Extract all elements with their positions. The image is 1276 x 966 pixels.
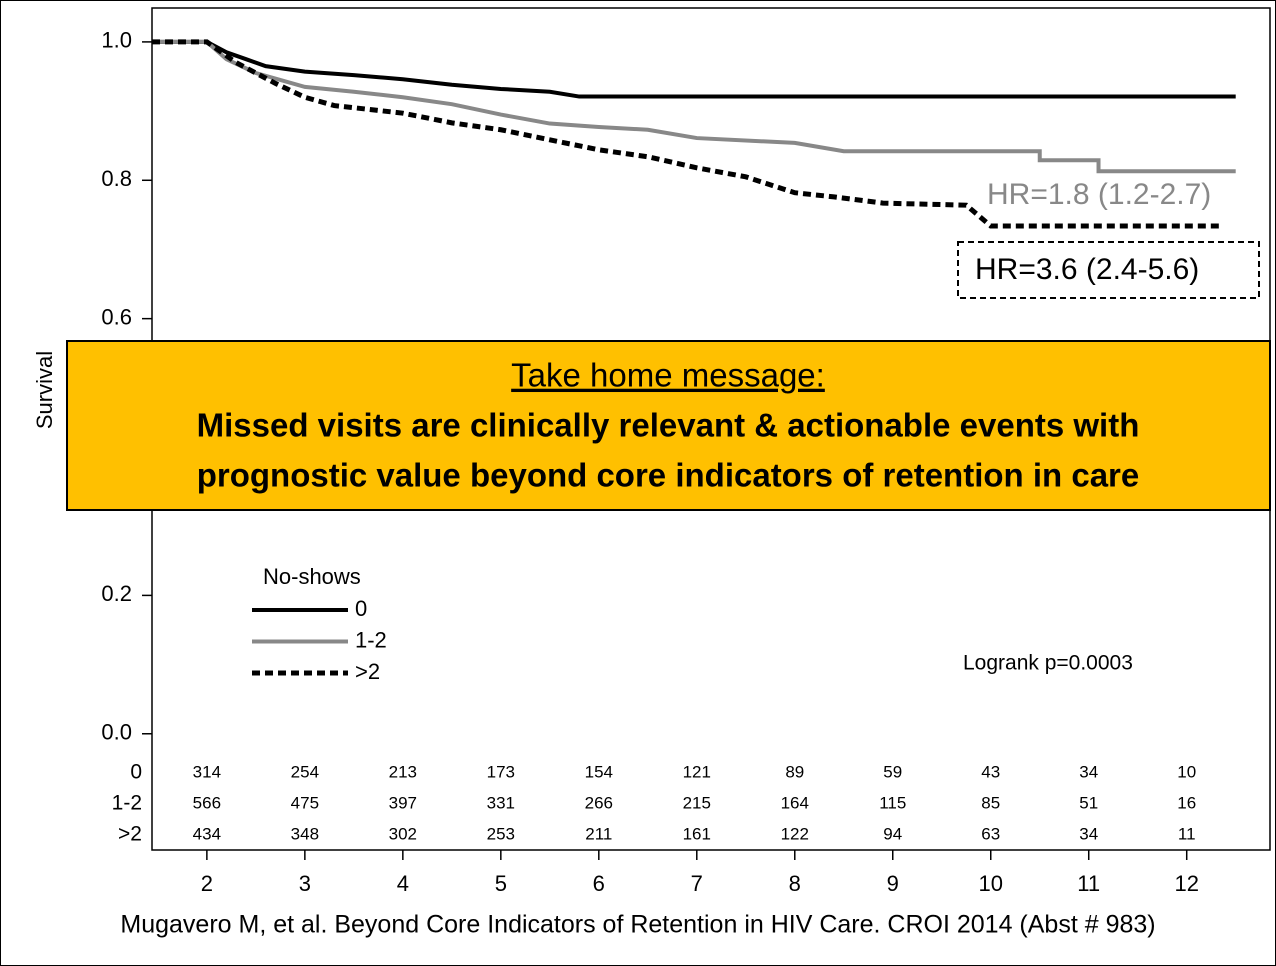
- x-tick-label: 4: [397, 871, 409, 896]
- risk-count: 211: [585, 824, 612, 843]
- logrank-text: Logrank p=0.0003: [963, 652, 1133, 675]
- risk-count: 121: [683, 762, 711, 781]
- x-tick-label: 5: [495, 871, 507, 896]
- risk-count: 566: [193, 793, 221, 812]
- legend-label: 1-2: [355, 627, 387, 652]
- hr-annotation: HR=1.8 (1.2-2.7): [987, 178, 1211, 211]
- risk-count: 11: [1178, 824, 1196, 843]
- risk-count: 34: [1079, 762, 1098, 781]
- risk-count: 154: [585, 762, 613, 781]
- risk-count: 266: [585, 793, 613, 812]
- source-citation: Mugavero M, et al. Beyond Core Indicator…: [120, 911, 1155, 939]
- risk-count: 16: [1177, 793, 1196, 812]
- risk-count: 115: [879, 793, 906, 812]
- risk-count: 89: [785, 762, 804, 781]
- risk-count: 51: [1079, 793, 1098, 812]
- risk-count: 475: [291, 793, 319, 812]
- risk-count: 59: [883, 762, 902, 781]
- message-title: Take home message:: [511, 357, 825, 394]
- y-tick-label: 0.2: [101, 581, 132, 606]
- hr-annotation: HR=3.6 (2.4-5.6): [975, 253, 1199, 286]
- risk-count: 215: [683, 793, 711, 812]
- y-axis-label: Survival: [32, 351, 57, 429]
- y-tick-label: 1.0: [101, 28, 132, 53]
- y-tick-label: 0.8: [101, 166, 132, 191]
- risk-row-label: >2: [118, 823, 142, 846]
- message-line: prognostic value beyond core indicators …: [197, 457, 1140, 494]
- message-box: [66, 340, 1271, 511]
- x-tick-label: 2: [201, 871, 213, 896]
- risk-count: 63: [981, 824, 1000, 843]
- risk-count: 122: [781, 824, 809, 843]
- risk-count: 43: [981, 762, 1000, 781]
- annotation-box: [957, 241, 1260, 299]
- x-tick-label: 10: [979, 871, 1003, 896]
- risk-row-label: 0: [130, 761, 142, 784]
- risk-count: 164: [781, 793, 809, 812]
- risk-count: 34: [1079, 824, 1098, 843]
- risk-count: 85: [981, 793, 1000, 812]
- risk-count: 253: [487, 824, 515, 843]
- y-tick-label: 0.0: [101, 720, 132, 745]
- risk-count: 397: [389, 793, 417, 812]
- x-tick-label: 7: [691, 871, 703, 896]
- risk-count: 254: [291, 762, 319, 781]
- x-tick-label: 11: [1077, 871, 1100, 896]
- risk-count: 161: [683, 824, 711, 843]
- risk-row-label: 1-2: [112, 792, 142, 815]
- x-tick-label: 6: [593, 871, 605, 896]
- x-tick-label: 8: [789, 871, 801, 896]
- legend-label: 0: [355, 596, 367, 621]
- legend-title: No-shows: [263, 564, 361, 589]
- risk-count: 94: [883, 824, 902, 843]
- risk-count: 10: [1177, 762, 1196, 781]
- survival-curve: [152, 39, 1236, 99]
- message-line: Missed visits are clinically relevant & …: [197, 407, 1140, 444]
- x-tick-label: 9: [887, 871, 899, 896]
- legend-label: >2: [355, 659, 380, 684]
- risk-count: 173: [487, 762, 515, 781]
- risk-count: 302: [389, 824, 417, 843]
- risk-count: 314: [193, 762, 221, 781]
- x-tick-label: 12: [1174, 871, 1198, 896]
- risk-count: 213: [389, 762, 417, 781]
- risk-count: 434: [193, 824, 221, 843]
- y-tick-label: 0.6: [101, 304, 132, 329]
- risk-count: 348: [291, 824, 319, 843]
- survival-curve: [152, 39, 1222, 229]
- x-tick-label: 3: [299, 871, 311, 896]
- risk-count: 331: [487, 793, 515, 812]
